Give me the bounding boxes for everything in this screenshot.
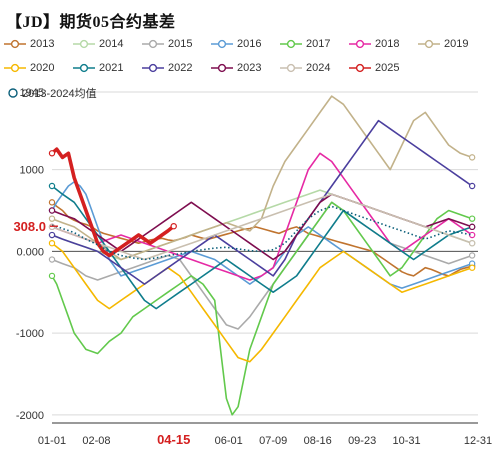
series-line-2024 [51,193,473,261]
legend-item-2021[interactable]: 2021 [73,62,123,74]
legend-label: 2021 [99,62,124,74]
avg-legend-label: 2013-2024均值 [22,87,97,100]
legend-label: 2022 [168,62,193,74]
legend-item-2013[interactable]: 2013 [4,38,54,50]
x-tick-label: 12-31 [464,435,492,447]
legend-marker-icon [73,39,95,49]
x-tick-label: 06-01 [215,435,243,447]
legend-label: 2014 [99,38,124,50]
chart-title-text: 【JD】期货05合约基差 [6,14,176,31]
series-start-point [48,231,56,239]
series-line-2013 [51,201,473,277]
series-line-2016 [51,181,473,289]
x-tick-label: 01-01 [38,435,66,447]
series-line-2022 [51,119,473,285]
legend-marker-icon [280,39,302,49]
series-start-point [48,207,56,214]
series-end-point [468,215,476,222]
y-tick-label: -2000 [16,410,44,422]
x-tick-label: 09-23 [348,435,376,447]
series-start-point [48,239,56,247]
legend-item-2015[interactable]: 2015 [142,38,192,50]
legend-item-2016[interactable]: 2016 [211,38,261,50]
legend-label: 2024 [306,62,331,74]
series-line-2025 [50,147,175,258]
legend-item-2025[interactable]: 2025 [349,62,399,74]
legend-marker-icon [4,63,26,73]
series-start-point [48,150,56,157]
legend-label: 2023 [237,62,262,74]
series-start-point [48,272,56,280]
legend-label: 2020 [30,62,55,74]
legend-marker-icon [280,63,302,73]
avg-legend-icon [8,88,18,98]
legend-marker-icon [418,39,440,49]
y-tick-label: 0.000 [16,246,44,258]
series-line-2020 [51,242,473,363]
y-top-label: 1945 [20,87,44,99]
x-tick-label: 07-09 [259,435,287,447]
y-tick-label: 1000 [20,165,44,177]
legend-label: 2017 [306,38,331,50]
legend-item-2024[interactable]: 2024 [280,62,330,74]
series-end-point [468,252,476,259]
series-start-point [48,215,56,222]
legend-item-2014[interactable]: 2014 [73,38,123,50]
series-end-point [468,154,476,161]
legend-marker-icon [211,39,233,49]
legend-item-2023[interactable]: 2023 [211,62,261,74]
series-end-point [468,264,476,271]
series-start-point [48,199,56,206]
legend-marker-icon [142,39,164,49]
x-tick-label: 04-15 [157,432,190,447]
legend-label: 2019 [444,38,469,50]
legend-marker-icon [142,63,164,73]
x-tick-label: 08-16 [304,435,332,447]
legend-marker-icon [4,39,26,49]
series-end-point [468,182,476,190]
legend-label: 2013 [30,38,55,50]
value-marker-label: 308.0 [13,219,46,234]
series-end-point [468,223,476,231]
legend-marker-icon [349,39,371,49]
series-end-point [170,222,177,230]
legend-item-2019[interactable]: 2019 [418,38,468,50]
x-tick-label: 10-31 [393,435,421,447]
chart-title: 【JD】期货05合约基差 [6,8,176,32]
legend-label: 2025 [375,62,400,74]
series-line-2019 [51,95,473,261]
legend-item-2022[interactable]: 2022 [142,62,192,74]
legend-item-2018[interactable]: 2018 [349,38,399,50]
legend-marker-icon [349,63,371,73]
series-start-point [48,182,56,190]
legend-label: 2015 [168,38,193,50]
series-line-2017 [51,201,473,416]
series-end-point [468,239,476,247]
series-line-2015 [51,201,473,330]
series-start-point [48,256,56,263]
legend-item-2020[interactable]: 2020 [4,62,54,74]
y-tick-label: -1000 [16,328,44,340]
legend-item-2017[interactable]: 2017 [280,38,330,50]
legend-label: 2018 [375,38,400,50]
legend-marker-icon [73,63,95,73]
x-tick-label: 02-08 [82,435,110,447]
legend-marker-icon [211,63,233,73]
legend-label: 2016 [237,38,262,50]
